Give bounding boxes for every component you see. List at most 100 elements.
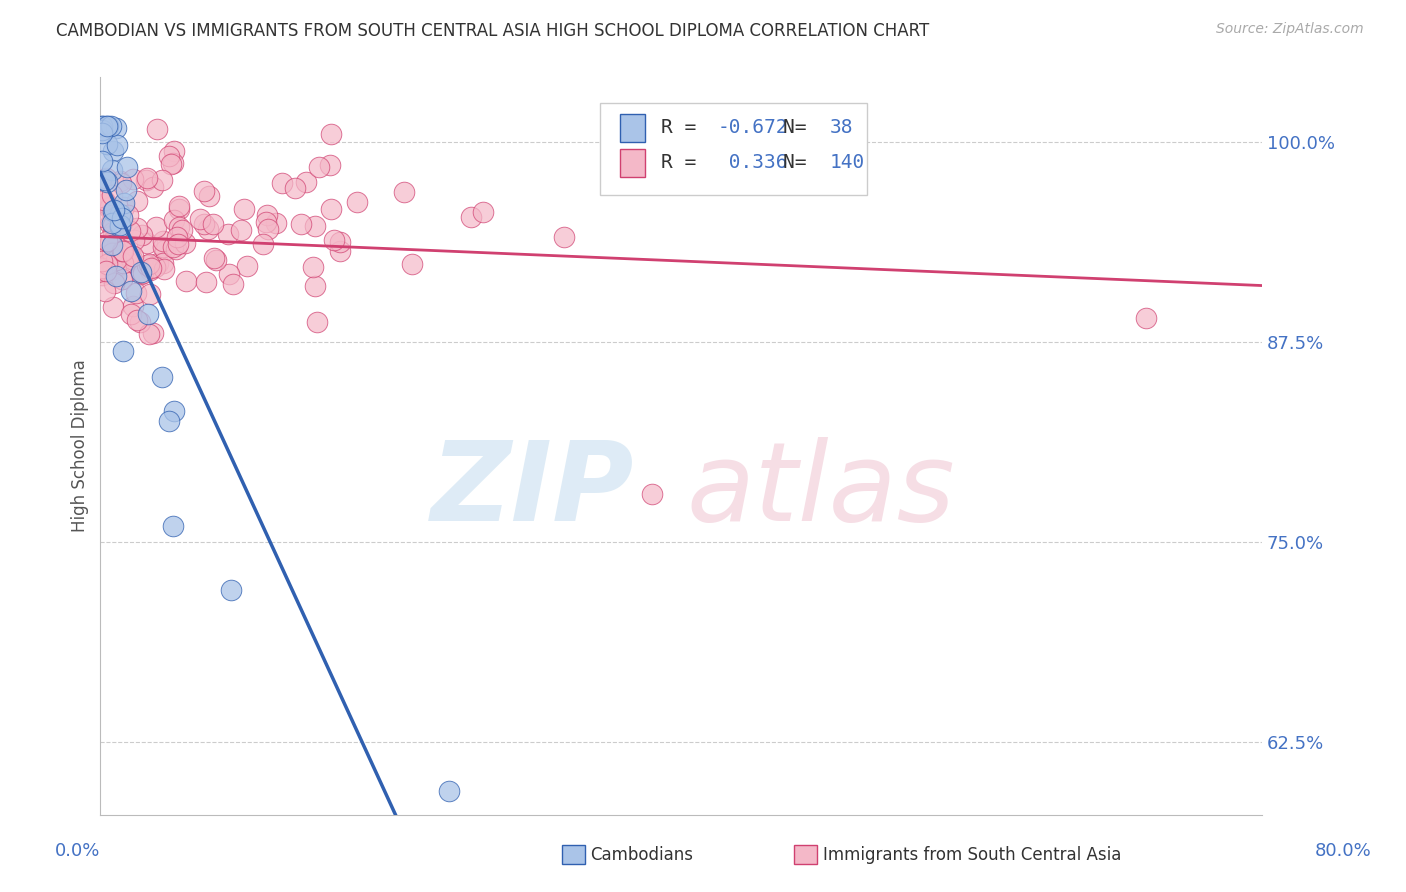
Point <box>145 220 167 235</box>
Point <box>271 177 294 191</box>
Point <box>96 136 118 151</box>
Point <box>100 188 122 202</box>
Point <box>93 211 115 225</box>
Point <box>100 236 122 251</box>
Point <box>125 313 148 327</box>
Point <box>108 207 131 221</box>
Point <box>107 259 129 273</box>
Point <box>104 120 127 135</box>
Point <box>97 201 120 215</box>
Point <box>205 252 228 267</box>
Point <box>111 213 134 227</box>
Point <box>100 119 122 133</box>
Point <box>319 158 342 172</box>
Point <box>155 243 177 257</box>
Point <box>112 196 135 211</box>
Bar <box>620 114 645 143</box>
Point <box>162 519 184 533</box>
Point <box>437 783 460 797</box>
Point <box>110 176 132 190</box>
Point <box>166 230 188 244</box>
Point <box>97 263 120 277</box>
Point <box>138 327 160 342</box>
Point <box>139 286 162 301</box>
Text: R =: R = <box>661 118 709 137</box>
Point <box>117 208 139 222</box>
FancyBboxPatch shape <box>600 103 868 195</box>
Point <box>135 235 157 250</box>
Text: Immigrants from South Central Asia: Immigrants from South Central Asia <box>823 846 1121 863</box>
Point <box>104 252 127 267</box>
Point <box>122 233 145 247</box>
Point <box>322 233 344 247</box>
Point <box>91 253 114 268</box>
Point <box>108 218 131 232</box>
Point <box>121 299 143 313</box>
Point <box>135 173 157 187</box>
Point <box>90 268 112 282</box>
Point <box>115 160 138 174</box>
Point <box>141 260 163 275</box>
Point <box>103 237 125 252</box>
Point <box>138 262 160 277</box>
Point <box>96 235 118 249</box>
Point <box>115 184 138 198</box>
Point <box>98 200 121 214</box>
Point <box>101 259 124 273</box>
Point <box>294 175 316 189</box>
Point <box>142 326 165 340</box>
Point <box>94 264 117 278</box>
Point <box>96 175 118 189</box>
Point <box>219 583 242 598</box>
Text: 0.0%: 0.0% <box>55 842 100 860</box>
Point <box>188 211 211 226</box>
Point <box>222 277 245 292</box>
Point <box>131 267 153 281</box>
Point <box>125 286 148 301</box>
Point <box>105 259 128 273</box>
Point <box>90 261 112 276</box>
Point <box>152 240 174 254</box>
Bar <box>620 149 645 177</box>
Point <box>152 234 174 248</box>
Point <box>105 268 128 283</box>
Point <box>254 214 277 228</box>
Point <box>553 229 575 244</box>
Point <box>197 189 219 203</box>
Point <box>290 218 312 232</box>
Point <box>305 315 328 329</box>
Point <box>160 157 183 171</box>
Point <box>97 119 120 133</box>
Point <box>471 205 494 219</box>
Point <box>110 174 132 188</box>
Point <box>308 160 330 174</box>
Point <box>329 235 352 249</box>
Point <box>132 266 155 280</box>
Point <box>1135 310 1157 325</box>
Point <box>146 122 169 136</box>
Point <box>146 256 169 270</box>
Point <box>98 217 121 231</box>
Point <box>101 261 124 276</box>
Point <box>152 256 174 270</box>
Point <box>127 220 149 235</box>
Point <box>97 248 120 262</box>
Point <box>136 258 159 272</box>
Point <box>176 274 198 288</box>
Point <box>90 119 112 133</box>
Point <box>304 278 326 293</box>
Point <box>91 119 114 133</box>
Point <box>108 223 131 237</box>
Point <box>193 184 215 198</box>
Point <box>101 162 124 177</box>
Point <box>162 212 184 227</box>
Point <box>90 153 112 168</box>
Point <box>304 219 326 233</box>
Text: Source: ZipAtlas.com: Source: ZipAtlas.com <box>1216 22 1364 37</box>
Text: Cambodians: Cambodians <box>591 846 693 863</box>
Point <box>319 127 342 141</box>
Point <box>319 202 342 217</box>
Text: CAMBODIAN VS IMMIGRANTS FROM SOUTH CENTRAL ASIA HIGH SCHOOL DIPLOMA CORRELATION : CAMBODIAN VS IMMIGRANTS FROM SOUTH CENTR… <box>56 22 929 40</box>
Point <box>111 244 134 258</box>
Point <box>103 218 125 232</box>
